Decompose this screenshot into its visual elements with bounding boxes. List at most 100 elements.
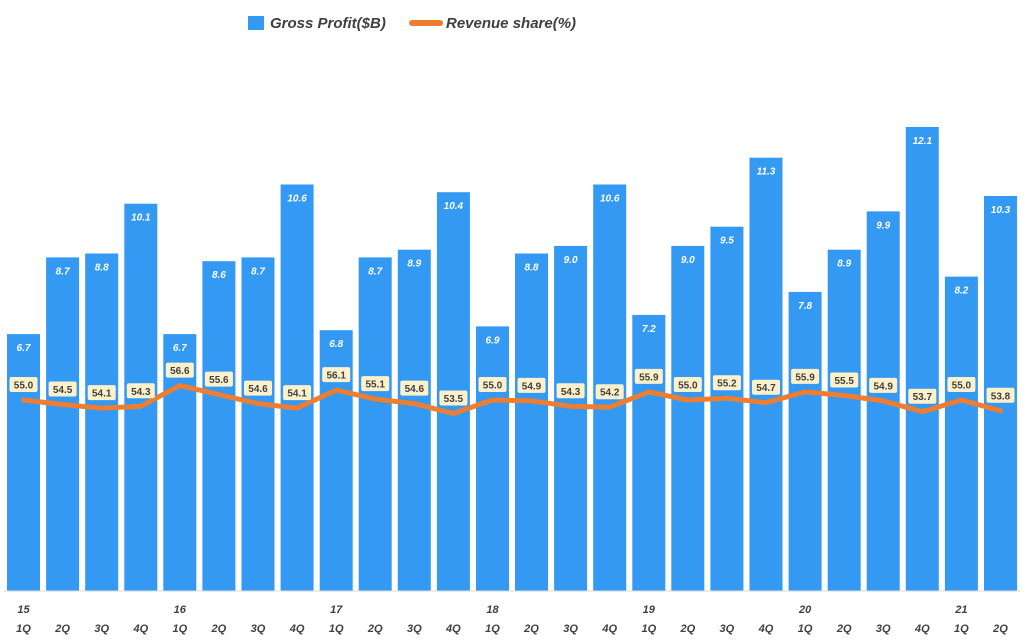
- bar: [397, 249, 431, 591]
- bar: [788, 291, 822, 591]
- bar-label: 8.2: [954, 286, 968, 297]
- bar: [241, 257, 275, 591]
- x-tick-year: 16: [174, 604, 187, 616]
- bar-label: 8.7: [56, 266, 70, 277]
- x-tick-quarter: 2Q: [54, 623, 70, 635]
- legend: Gross Profit($B) Revenue share(%): [248, 15, 576, 32]
- x-tick-quarter: 1Q: [641, 623, 656, 635]
- legend-label-revenue-share: Revenue share(%): [446, 15, 576, 32]
- bar: [827, 249, 861, 591]
- line-label-box: [165, 362, 194, 378]
- line-label-group: 53.7: [908, 388, 937, 404]
- bar: [905, 127, 939, 591]
- x-tick-quarter: 1Q: [954, 623, 969, 635]
- x-tick-quarter: 3Q: [720, 623, 735, 635]
- x-tick-quarter: 1Q: [172, 623, 187, 635]
- bar: [515, 253, 548, 591]
- line-label-group: 55.2: [712, 375, 741, 391]
- x-tick-quarter: 3Q: [876, 623, 891, 635]
- line-label: 54.1: [92, 389, 112, 400]
- line-label-group: 55.0: [478, 377, 507, 392]
- line-label: 55.6: [209, 375, 229, 386]
- x-tick-year: 18: [486, 604, 499, 616]
- bar-label: 8.7: [368, 266, 382, 277]
- x-tick-year: 17: [330, 604, 343, 616]
- line-label: 56.1: [326, 371, 346, 382]
- bar-label: 10.1: [131, 213, 151, 224]
- line-label: 54.3: [561, 387, 581, 398]
- line-label-box: [947, 377, 976, 392]
- line-label: 56.6: [170, 366, 190, 377]
- x-tick-year: 19: [643, 604, 656, 616]
- bar: [358, 257, 392, 591]
- line-label-group: 54.1: [283, 385, 312, 401]
- x-tick-quarter: 1Q: [329, 623, 344, 635]
- line-label-group: 56.6: [165, 362, 194, 378]
- x-axis-ticks: 1Q 15 2Q 3Q 4Q 1Q 16 2Q 3Q 4Q 1Q 17 2Q 3Q 4Q 1Q 18 2Q 3Q 4Q…: [16, 604, 1008, 635]
- line-label: 55.1: [365, 380, 385, 391]
- line-label-group: 53.8: [986, 387, 1015, 403]
- line-label: 54.5: [53, 385, 73, 396]
- bar-label: 6.8: [329, 339, 343, 350]
- x-tick-quarter: 2Q: [523, 623, 539, 635]
- line-label-box: [556, 383, 585, 399]
- line-label-group: 54.3: [556, 383, 585, 399]
- x-tick-quarter: 4Q: [758, 623, 774, 635]
- line-label-group: 56.1: [322, 367, 351, 383]
- bar-label: 8.7: [251, 266, 265, 277]
- line-label-box: [439, 390, 468, 406]
- bar-label: 6.7: [17, 343, 31, 354]
- bar: [202, 261, 236, 591]
- x-tick-quarter: 2Q: [679, 623, 695, 635]
- line-label-box: [400, 380, 429, 396]
- line-label: 54.7: [756, 383, 776, 394]
- line-series: [21, 383, 1003, 416]
- line-label-box: [986, 387, 1015, 403]
- line-label-group: 54.9: [869, 377, 898, 393]
- line-label-group: 55.6: [204, 371, 233, 387]
- bar-data-labels: 6.7 8.7 8.8 10.1 6.7 8.6 8.7 10.6 6.8 8.7 8.9 10.4 6…: [17, 136, 1011, 354]
- bar-label: 12.1: [913, 136, 933, 147]
- bar-label: 9.0: [681, 255, 695, 266]
- bar: [85, 253, 119, 591]
- line-label-box: [9, 377, 38, 392]
- line-label-box: [791, 368, 820, 384]
- line-label-box: [830, 372, 859, 388]
- x-tick-quarter: 4Q: [601, 623, 617, 635]
- bar: [46, 257, 80, 591]
- line-label-group: 54.5: [48, 381, 77, 397]
- line-label-box: [361, 376, 390, 392]
- legend-label-gross-profit: Gross Profit($B): [270, 15, 386, 32]
- line-label-box: [634, 368, 663, 384]
- line-label-group: 55.9: [791, 368, 820, 384]
- bar-label: 10.6: [600, 194, 620, 205]
- line-label: 55.0: [14, 381, 34, 392]
- x-tick-quarter: 4Q: [289, 623, 305, 635]
- line-label-box: [752, 379, 780, 395]
- line-label: 54.6: [405, 384, 425, 395]
- line-label: 54.9: [873, 381, 893, 392]
- line-label-group: 55.5: [830, 372, 859, 388]
- line-label-box: [517, 377, 546, 393]
- bar: [710, 226, 744, 591]
- line-label-group: 55.0: [673, 377, 702, 392]
- line-label-box: [322, 367, 351, 383]
- bar-label: 11.3: [757, 167, 776, 178]
- x-tick-year: 21: [954, 604, 967, 616]
- line-label-box: [908, 388, 937, 404]
- line-label-box: [595, 384, 624, 400]
- bar: [7, 334, 40, 591]
- line-label: 53.8: [991, 391, 1011, 402]
- revenue-share-line: [21, 383, 1003, 416]
- x-tick-quarter: 3Q: [407, 623, 422, 635]
- bar-label: 9.5: [720, 236, 734, 247]
- line-label-box: [712, 375, 741, 391]
- legend-swatch-gross-profit: [248, 16, 264, 30]
- bar: [476, 326, 509, 591]
- line-label-box: [673, 377, 702, 392]
- x-tick-quarter: 4Q: [914, 623, 930, 635]
- bar: [749, 157, 783, 591]
- bar-label: 8.9: [407, 259, 421, 270]
- line-label: 54.9: [522, 381, 542, 392]
- line-label-group: 54.1: [87, 385, 116, 401]
